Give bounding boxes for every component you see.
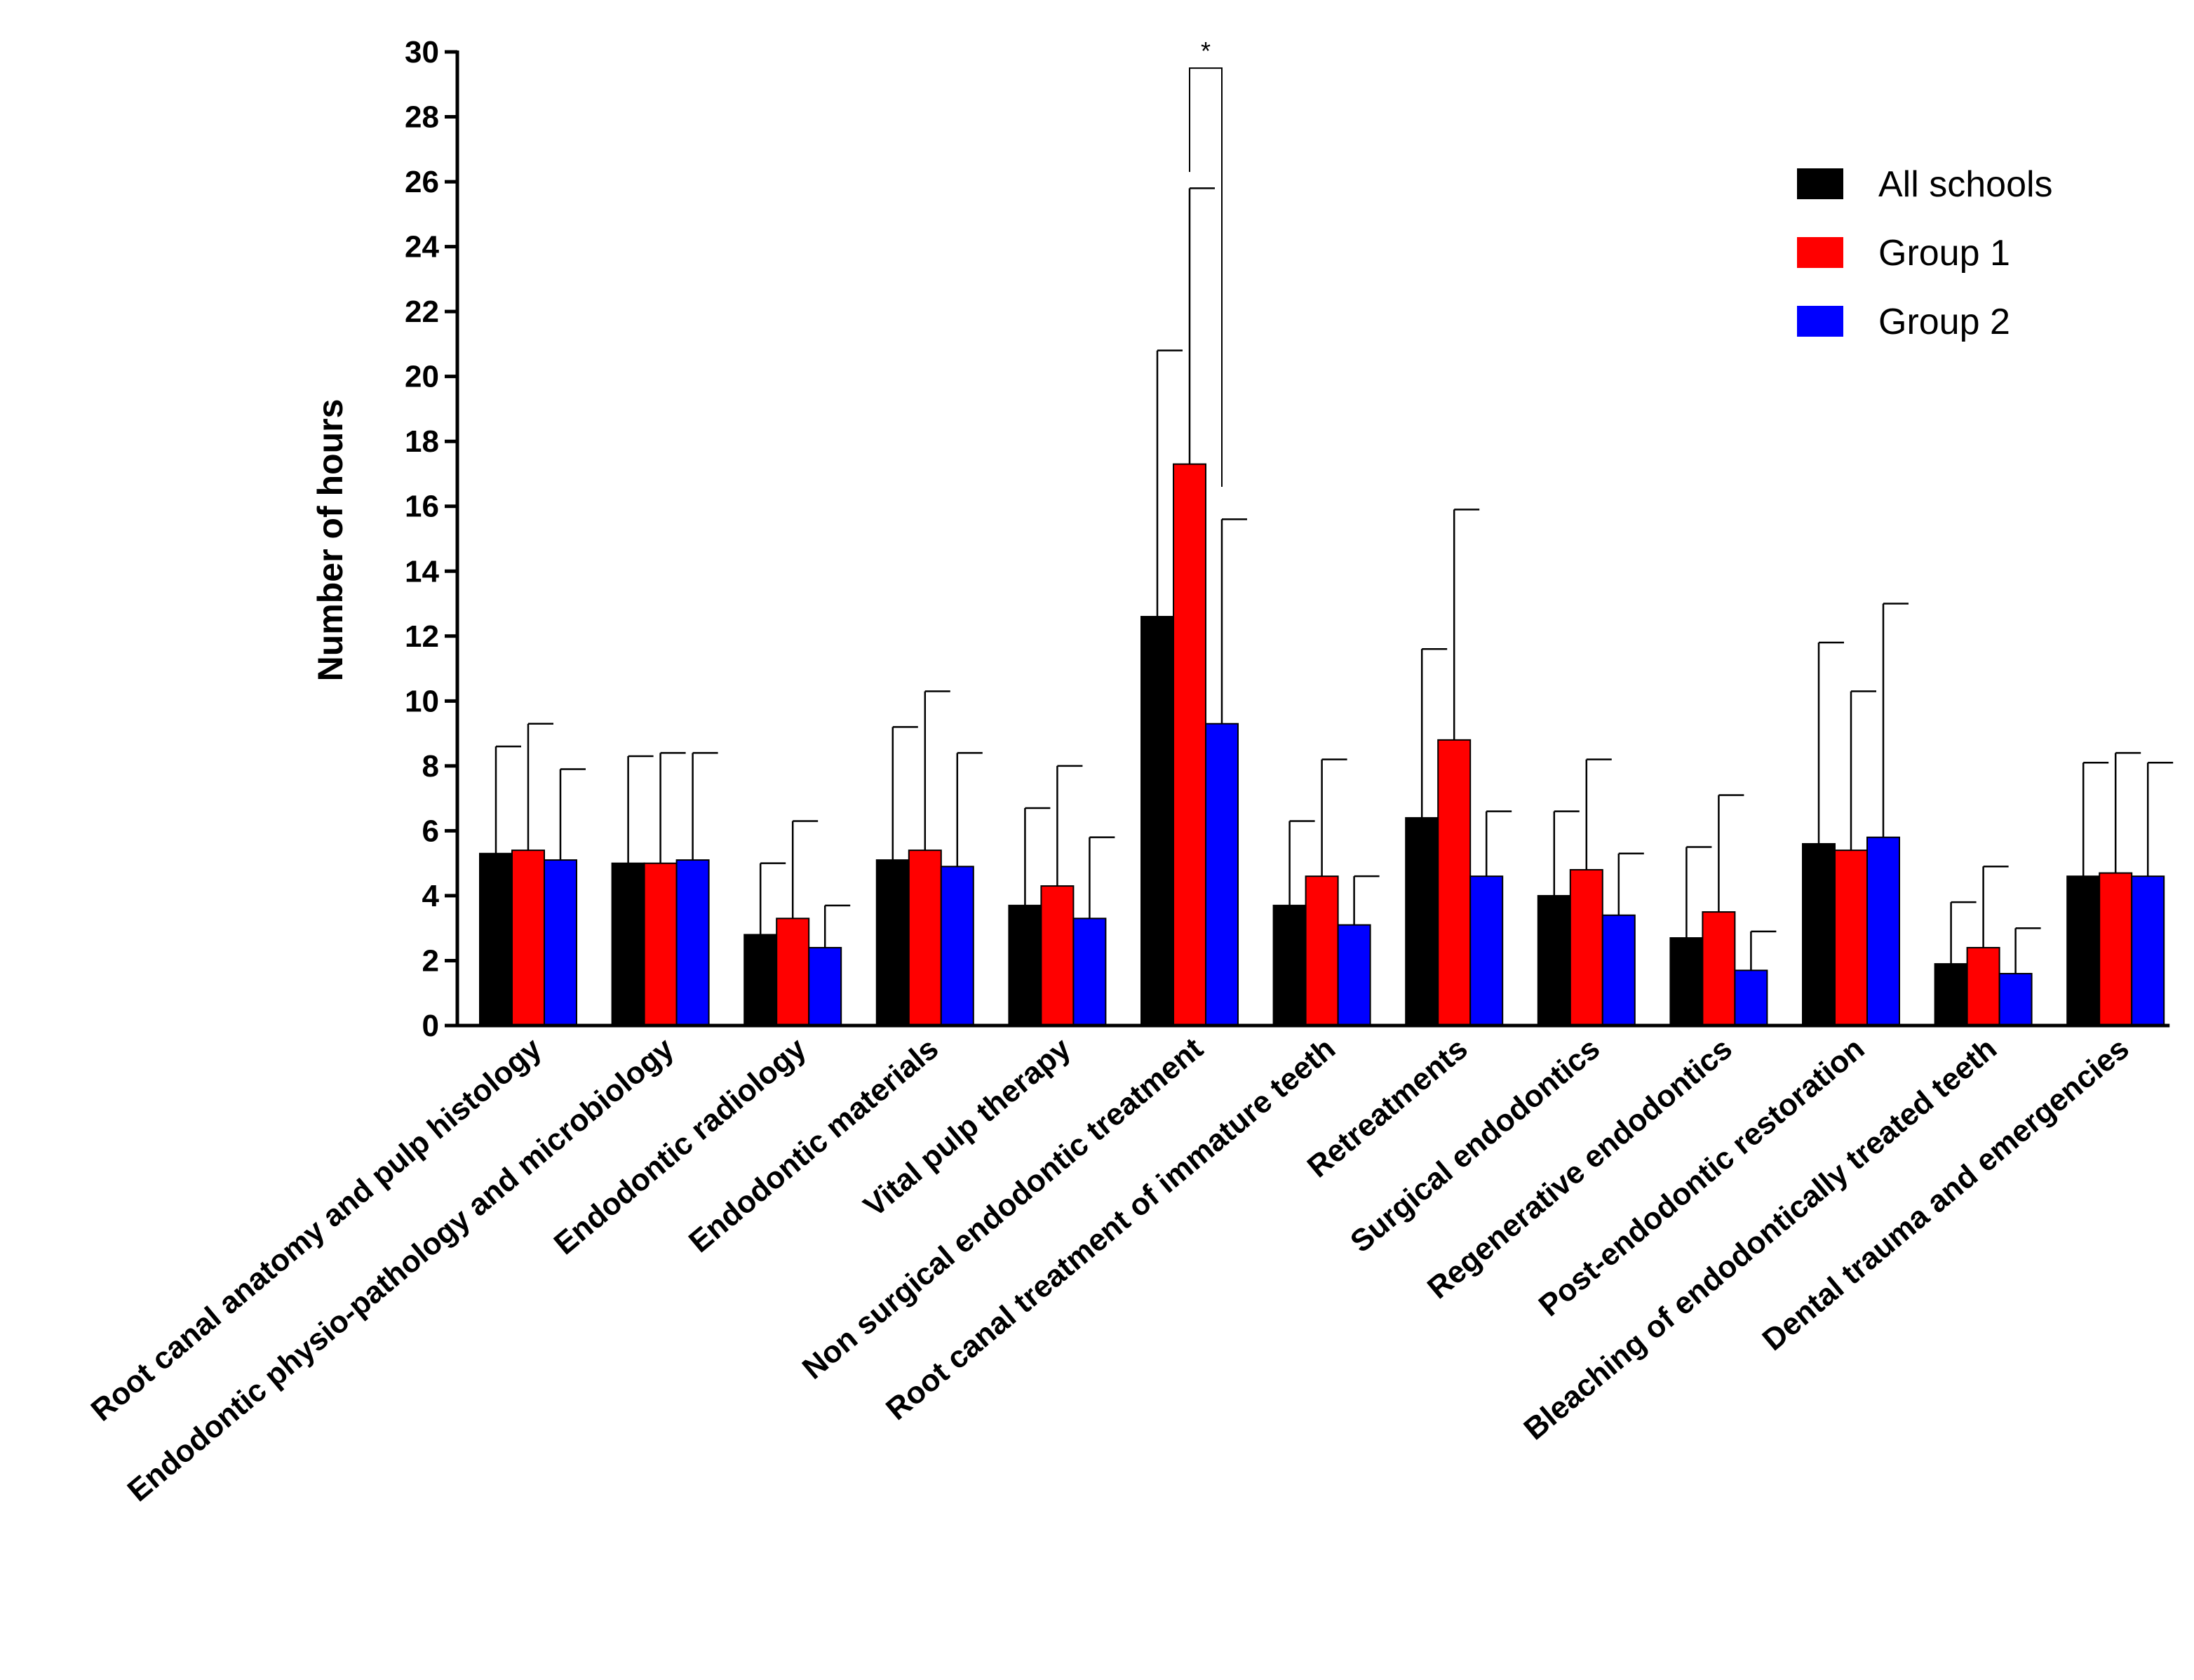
significance-bracket xyxy=(1189,67,1223,487)
bar-1-1 xyxy=(479,852,513,1026)
bar-1-4 xyxy=(875,859,910,1027)
bar-2-4 xyxy=(908,849,942,1027)
legend-swatch-2 xyxy=(1797,237,1843,268)
significance-marker: * xyxy=(1201,36,1211,65)
bar-3-11 xyxy=(1866,836,1900,1026)
bar-2-11 xyxy=(1834,849,1868,1027)
bar-3-12 xyxy=(1998,972,2033,1027)
bar-2-3 xyxy=(776,918,810,1026)
bar-1-7 xyxy=(1272,904,1307,1027)
bar-1-5 xyxy=(1008,904,1042,1027)
y-tick-label-14: 14 xyxy=(405,554,439,589)
plot-area: Root canal anatomy and pulp histologyEnd… xyxy=(85,35,2174,1509)
bar-2-2 xyxy=(643,862,678,1026)
y-tick-label-10: 10 xyxy=(405,684,439,718)
bar-1-6 xyxy=(1140,616,1174,1026)
category-label-1: Root canal anatomy and pulp histology xyxy=(85,1031,548,1428)
bar-2-12 xyxy=(1966,946,2000,1026)
bar-3-5 xyxy=(1072,918,1107,1026)
category-label-12: Bleaching of endodontically treated teet… xyxy=(1517,1031,2003,1446)
y-tick-label-2: 2 xyxy=(422,943,439,978)
y-tick-label-6: 6 xyxy=(422,814,439,848)
y-tick-label-12: 12 xyxy=(405,619,439,654)
bar-1-8 xyxy=(1405,817,1439,1026)
bar-2-9 xyxy=(1569,868,1603,1027)
bar-3-6 xyxy=(1205,723,1239,1026)
y-tick-label-18: 18 xyxy=(405,424,439,459)
y-tick-label-4: 4 xyxy=(422,879,440,913)
bar-3-9 xyxy=(1601,914,1636,1027)
y-tick-label-8: 8 xyxy=(422,749,439,784)
y-axis-title: Number of hours xyxy=(311,399,350,682)
legend-label-3: Group 2 xyxy=(1878,302,2010,342)
category-label-9: Surgical endodontics xyxy=(1344,1031,1606,1259)
bar-2-8 xyxy=(1437,739,1472,1027)
bar-1-2 xyxy=(611,862,645,1026)
bar-3-8 xyxy=(1469,875,1504,1026)
bar-2-1 xyxy=(511,849,545,1027)
bar-1-12 xyxy=(1934,963,1968,1027)
y-tick-label-26: 26 xyxy=(405,165,439,199)
category-label-4: Endodontic materials xyxy=(682,1031,945,1259)
bar-1-9 xyxy=(1537,894,1571,1027)
y-tick-label-0: 0 xyxy=(422,1009,439,1043)
category-label-2: Endodontic physio-pathology and microbio… xyxy=(121,1031,681,1509)
bar-3-2 xyxy=(675,859,710,1027)
y-tick-label-28: 28 xyxy=(405,100,439,135)
legend-label-2: Group 1 xyxy=(1878,233,2010,274)
bar-1-3 xyxy=(743,934,778,1027)
bar-3-4 xyxy=(940,866,974,1026)
y-tick-label-22: 22 xyxy=(405,295,439,329)
category-label-7: Root canal treatment of immature teeth xyxy=(880,1031,1342,1427)
bar-2-6 xyxy=(1173,463,1206,1026)
bar-2-5 xyxy=(1040,885,1075,1027)
y-tick-label-16: 16 xyxy=(405,490,439,524)
y-tick-label-24: 24 xyxy=(405,230,439,264)
bar-3-13 xyxy=(2131,875,2165,1026)
legend-label-1: All schools xyxy=(1878,164,2053,205)
category-label-3: Endodontic radiology xyxy=(548,1031,813,1262)
bar-3-1 xyxy=(544,859,577,1027)
legend-swatch-3 xyxy=(1797,306,1843,337)
y-tick-label-20: 20 xyxy=(405,360,439,394)
bar-3-10 xyxy=(1734,969,1768,1027)
bar-3-7 xyxy=(1337,924,1371,1027)
y-tick-label-30: 30 xyxy=(405,35,439,69)
bar-1-11 xyxy=(1802,842,1836,1026)
legend-swatch-1 xyxy=(1797,168,1843,199)
bar-1-10 xyxy=(1669,937,1704,1026)
bar-2-10 xyxy=(1702,911,1736,1026)
legend: All schools Group 1 Group 2 xyxy=(1797,164,2053,342)
bar-1-13 xyxy=(2066,875,2101,1026)
bar-3-3 xyxy=(808,946,842,1026)
bar-2-13 xyxy=(2099,872,2133,1026)
bar-2-7 xyxy=(1305,875,1339,1026)
